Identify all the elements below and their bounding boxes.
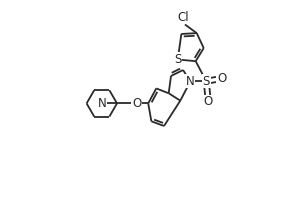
Text: O: O	[132, 97, 141, 110]
Text: N: N	[97, 97, 106, 110]
Text: S: S	[174, 53, 181, 66]
Text: O: O	[204, 95, 213, 108]
Text: O: O	[217, 72, 226, 85]
Text: N: N	[186, 75, 195, 88]
Text: Cl: Cl	[177, 11, 189, 24]
Text: S: S	[202, 75, 210, 88]
